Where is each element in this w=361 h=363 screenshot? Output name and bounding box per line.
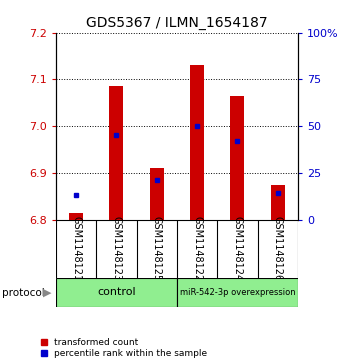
Text: miR-542-3p overexpression: miR-542-3p overexpression [179, 288, 295, 297]
Text: GSM1148122: GSM1148122 [192, 216, 202, 281]
Bar [69, 213, 83, 220]
Bar [230, 96, 244, 220]
Legend: transformed count, percentile rank within the sample: transformed count, percentile rank withi… [41, 338, 207, 359]
Text: GSM1148124: GSM1148124 [232, 216, 242, 281]
Bar [109, 86, 123, 220]
Bar [177, 278, 298, 307]
Text: GSM1148126: GSM1148126 [273, 216, 283, 281]
Text: protocol: protocol [2, 288, 44, 298]
Title: GDS5367 / ILMN_1654187: GDS5367 / ILMN_1654187 [86, 16, 268, 30]
Bar [190, 65, 204, 220]
Text: GSM1148121: GSM1148121 [71, 216, 81, 281]
Text: control: control [97, 287, 136, 297]
Bar [271, 184, 285, 220]
Text: GSM1148123: GSM1148123 [112, 216, 121, 281]
Bar [56, 278, 177, 307]
Text: ▶: ▶ [43, 288, 51, 298]
Bar [150, 168, 164, 220]
Text: GSM1148125: GSM1148125 [152, 216, 162, 281]
